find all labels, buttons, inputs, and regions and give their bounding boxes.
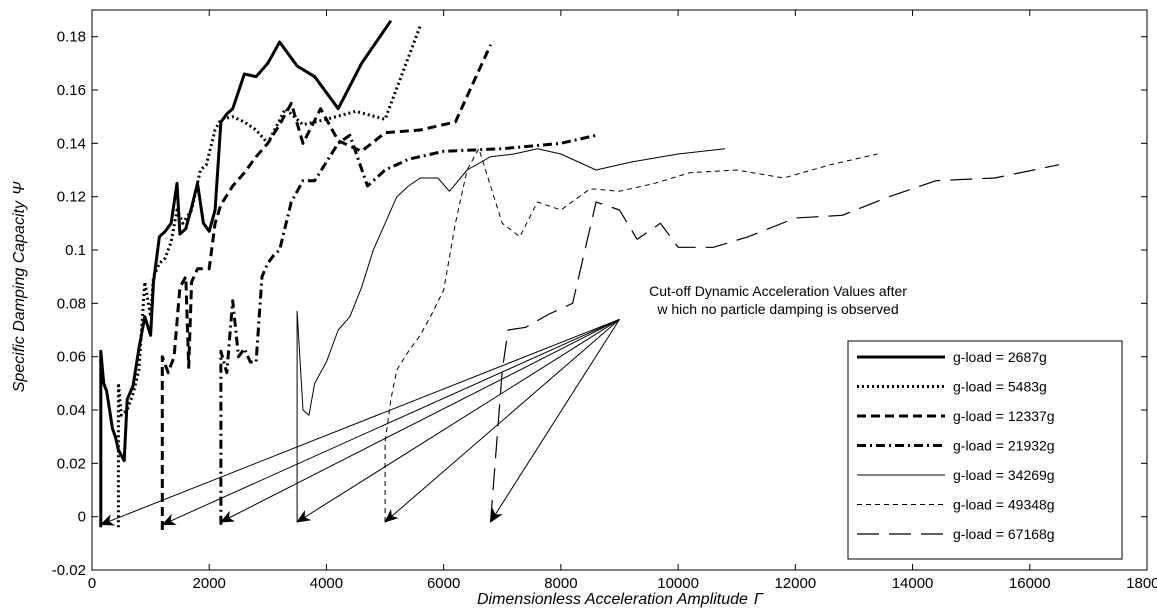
y-tick-label: 0.06	[57, 349, 86, 366]
legend: g-load = 2687g g-load = 5483g g-load = 123…	[847, 340, 1123, 560]
x-tick-label: 16000	[1009, 575, 1051, 592]
cutoff-arrows	[99, 318, 620, 526]
annotation-line-1: Cut-off Dynamic Acceleration Values afte…	[649, 283, 907, 299]
y-tick-label: 0.14	[57, 135, 86, 152]
x-axis-ticks: 0 2000 4000 6000 8000 10000 12000 14000 16000 180…	[88, 10, 1157, 592]
legend-label: g-load = 12337g	[953, 408, 1055, 424]
y-axis-ticks: -0.02 0 0.02 0.04 0.06 0.08 0.1 0.12 0.14 0.16 0.1…	[52, 29, 1147, 579]
x-tick-label: 4000	[310, 575, 343, 592]
x-tick-label: 10000	[657, 575, 699, 592]
series-line-5	[296, 148, 726, 522]
x-tick-label: 8000	[544, 575, 577, 592]
y-tick-label: 0.08	[57, 295, 86, 312]
cutoff-arrow	[490, 319, 620, 523]
y-tick-label: 0.1	[65, 242, 86, 259]
y-tick-label: 0.12	[57, 189, 86, 206]
y-axis-label-symbol: Ψ	[11, 181, 28, 195]
y-tick-label: 0.18	[57, 29, 86, 46]
x-axis-label-text: Dimensionless Acceleration Amplitude	[477, 591, 748, 608]
legend-label: g-load = 67168g	[953, 526, 1055, 542]
legend-label: g-load = 34269g	[953, 467, 1055, 483]
x-tick-label: 2000	[193, 575, 226, 592]
x-axis-label-symbol: Γ	[754, 591, 764, 608]
annotation-line-2: w hich no particle damping is observed	[656, 301, 898, 317]
y-tick-label: 0.16	[57, 82, 86, 99]
cutoff-arrow	[99, 318, 620, 526]
series-lines	[99, 19, 1060, 530]
x-tick-label: 12000	[774, 575, 816, 592]
y-axis-label-text: Specific Damping Capacity	[11, 200, 28, 392]
cutoff-arrow	[296, 318, 620, 523]
series-line-2	[116, 25, 422, 528]
x-axis-label: Dimensionless Acceleration Amplitude Γ	[477, 591, 764, 608]
x-tick-label: 14000	[892, 575, 934, 592]
y-tick-label: 0	[78, 509, 86, 526]
y-axis-label: Specific Damping Capacity Ψ	[11, 181, 28, 392]
x-tick-label: 0	[88, 575, 96, 592]
y-tick-label: -0.02	[52, 562, 86, 579]
series-line-3	[160, 44, 492, 530]
series-line-6	[384, 148, 878, 522]
legend-label: g-load = 2687g	[953, 349, 1047, 365]
legend-label: g-load = 49348g	[953, 497, 1055, 513]
y-tick-label: 0.04	[57, 402, 86, 419]
series-line-1	[99, 19, 393, 528]
series-line-7	[490, 164, 1060, 523]
legend-label: g-load = 5483g	[953, 379, 1047, 395]
cutoff-arrow	[220, 318, 620, 523]
series-line-4	[219, 133, 597, 525]
cutoff-arrow	[161, 318, 620, 526]
x-tick-label: 18000	[1126, 575, 1157, 592]
legend-box	[847, 340, 1123, 560]
y-tick-label: 0.02	[57, 455, 86, 472]
cutoff-arrow	[384, 318, 620, 523]
x-tick-label: 6000	[427, 575, 460, 592]
legend-label: g-load = 21932g	[953, 438, 1055, 454]
